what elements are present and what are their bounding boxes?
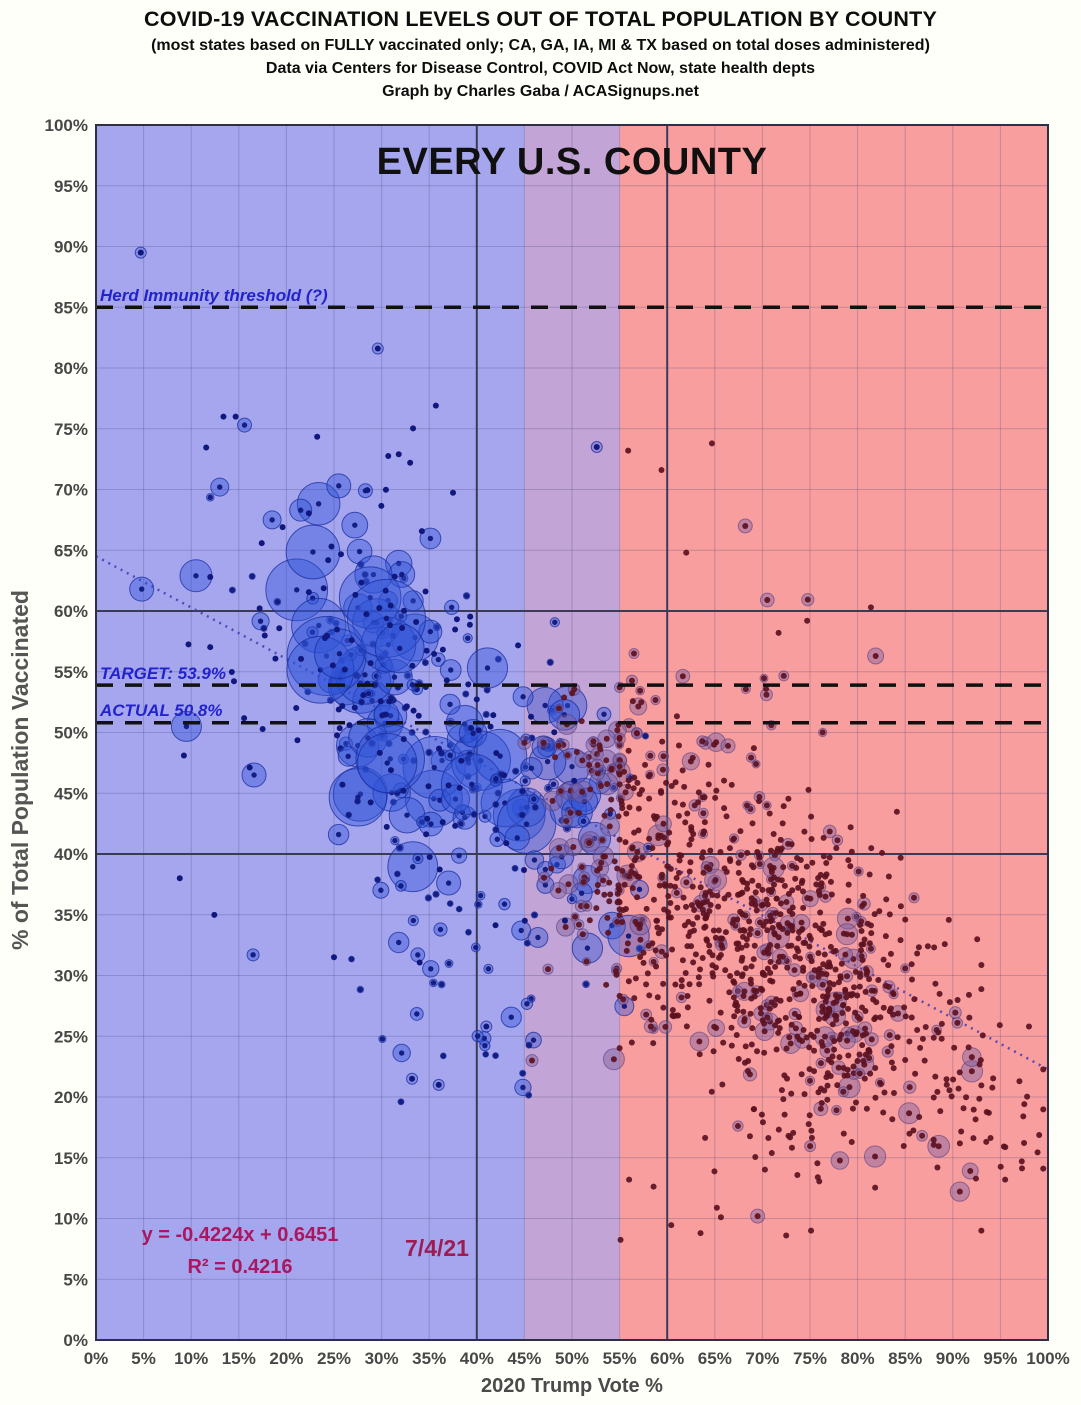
chart-svg: 0% 5% 10% 15% 20% 25% 30% 35% 40% 45% 50% 55% 60% 65%… (7, 116, 1070, 1397)
actual-label: ACTUAL 50.8% (99, 701, 223, 720)
target-label: TARGET: 53.9% (100, 664, 226, 683)
y-tick-label: 70% (54, 481, 88, 500)
x-tick-label: 80% (841, 1349, 875, 1368)
main-title: COVID-19 VACCINATION LEVELS OUT OF TOTAL… (143, 7, 937, 31)
background-zones (96, 125, 1048, 1340)
scatter-chart: 0% 5% 10% 15% 20% 25% 30% 35% 40% 45% 50% 55% 60% 65%… (0, 110, 1081, 1400)
x-tick-label: 65% (698, 1349, 732, 1368)
x-tick-label: 85% (888, 1349, 922, 1368)
x-tick-label: 15% (222, 1349, 256, 1368)
x-tick-label: 0% (84, 1349, 109, 1368)
y-tick-label: 60% (54, 602, 88, 621)
y-tick-label: 90% (54, 238, 88, 257)
x-tick-label: 40% (460, 1349, 494, 1368)
y-tick-label: 95% (54, 177, 88, 196)
plot-border (95, 124, 1049, 1341)
y-tick-label: 50% (54, 724, 88, 743)
y-tick-label: 20% (54, 1088, 88, 1107)
county-points (129, 246, 1047, 1243)
y-tick-label: 30% (54, 967, 88, 986)
chart-header: COVID-19 VACCINATION LEVELS OUT OF TOTAL… (0, 0, 1081, 110)
reference-dashed-lines (96, 305, 1048, 725)
plot-title: EVERY U.S. COUNTY (377, 141, 768, 183)
gop-lean-background (619, 125, 1048, 1340)
x-axis-title: 2020 Trump Vote % (481, 1375, 663, 1397)
axis-tick-labels: 0% 5% 10% 15% 20% 25% 30% 35% 40% 45% 50% 55% 60% 65%… (45, 116, 1070, 1368)
x-tick-label: 10% (174, 1349, 208, 1368)
x-tick-label: 5% (131, 1349, 156, 1368)
y-tick-label: 35% (54, 906, 88, 925)
y-tick-label: 100% (45, 116, 88, 135)
trendline-equation: y = -0.4224x + 0.6451 (142, 1224, 339, 1246)
y-tick-label: 55% (54, 663, 88, 682)
y-tick-label: 10% (54, 1210, 88, 1229)
herd-immunity-label: Herd Immunity threshold (?) (100, 286, 328, 305)
trendline-r-squared: R² = 0.4216 (187, 1256, 292, 1278)
x-tick-label: 70% (745, 1349, 779, 1368)
x-tick-label: 20% (269, 1349, 303, 1368)
x-tick-label: 60% (650, 1349, 684, 1368)
x-tick-label: 30% (365, 1349, 399, 1368)
y-tick-label: 5% (63, 1270, 88, 1289)
y-tick-label: 0% (63, 1331, 88, 1350)
x-tick-label: 100% (1026, 1349, 1069, 1368)
date-label: 7/4/21 (405, 1235, 469, 1261)
y-tick-label: 75% (54, 420, 88, 439)
dem-lean-background (96, 125, 525, 1340)
x-tick-label: 75% (793, 1349, 827, 1368)
subtitle-credit: Graph by Charles Gaba / ACASignups.net (382, 83, 699, 100)
x-tick-label: 90% (936, 1349, 970, 1368)
subtitle-methodology: (most states based on FULLY vaccinated o… (151, 37, 930, 54)
y-tick-label: 15% (54, 1149, 88, 1168)
y-tick-label: 65% (54, 541, 88, 560)
y-tick-label: 80% (54, 359, 88, 378)
y-tick-label: 25% (54, 1027, 88, 1046)
subtitle-data-source: Data via Centers for Disease Control, CO… (265, 60, 816, 77)
x-tick-label: 55% (603, 1349, 637, 1368)
x-tick-label: 95% (983, 1349, 1017, 1368)
y-tick-label: 45% (54, 784, 88, 803)
y-tick-label: 40% (54, 845, 88, 864)
x-tick-label: 50% (555, 1349, 589, 1368)
x-tick-label: 35% (412, 1349, 446, 1368)
y-tick-label: 85% (54, 298, 88, 317)
x-tick-label: 45% (507, 1349, 541, 1368)
y-axis-title: % of Total Population Vaccinated (7, 590, 33, 950)
x-tick-label: 25% (317, 1349, 351, 1368)
